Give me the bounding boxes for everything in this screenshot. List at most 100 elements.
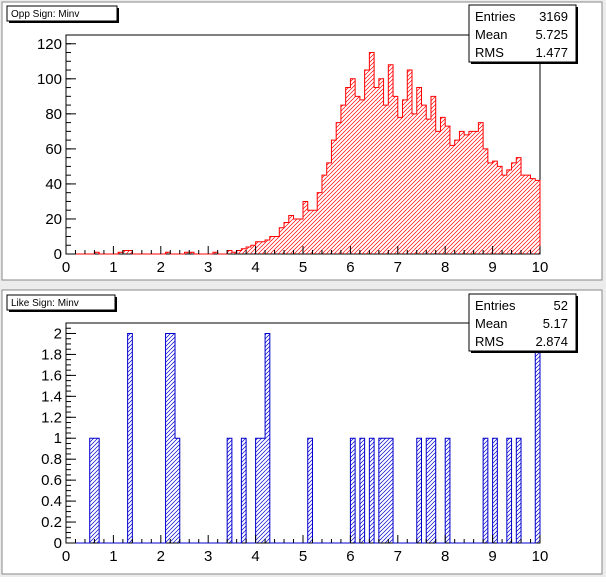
histogram-bar [231, 252, 237, 254]
histogram-bar [525, 175, 531, 254]
histogram-bar [359, 438, 365, 543]
histogram-bar [435, 131, 441, 254]
x-tick-label: 2 [157, 548, 165, 565]
y-tick-label: 80 [45, 106, 62, 123]
x-tick-label: 4 [251, 548, 259, 565]
histogram-bar [535, 180, 540, 254]
histogram-bar [170, 333, 176, 543]
histogram-bar [274, 236, 280, 254]
histogram-bar [227, 250, 232, 254]
histogram-bar [364, 70, 370, 254]
histogram-bar [454, 140, 460, 254]
histogram-bar [440, 117, 446, 255]
histogram-bar [265, 239, 270, 254]
y-tick-label: 0.4 [41, 493, 62, 510]
x-tick-label: 5 [299, 259, 307, 276]
x-tick-label: 10 [532, 548, 549, 565]
x-tick-label: 6 [346, 548, 354, 565]
histogram-bar [165, 252, 171, 254]
histogram-bar [127, 333, 133, 543]
histogram-bar [336, 122, 341, 254]
histogram-bar [511, 162, 517, 254]
histogram-bar [227, 438, 232, 543]
stats-mean-label: Mean [475, 27, 508, 42]
histogram-bar [127, 250, 133, 254]
histogram-bar [250, 245, 256, 254]
histogram-bar [473, 131, 479, 254]
y-tick-label: 100 [37, 71, 62, 88]
x-tick-label: 5 [299, 548, 307, 565]
y-tick-label: 40 [45, 176, 62, 193]
x-tick-label: 10 [532, 259, 549, 276]
histogram-bar [326, 162, 332, 254]
histogram-bar [89, 438, 95, 543]
x-tick-label: 0 [62, 259, 70, 276]
stats-rms-value: 1.477 [535, 45, 568, 60]
y-tick-label: 1.6 [41, 367, 62, 384]
histogram-bar [492, 438, 498, 543]
histogram-bar [298, 218, 303, 254]
histogram-bar [260, 438, 266, 543]
stats-rms-label: RMS [475, 45, 504, 60]
x-tick-label: 3 [204, 259, 212, 276]
histogram-bar [288, 215, 294, 254]
histogram-bar [506, 438, 512, 543]
stats-entries-value: 52 [554, 298, 568, 313]
histogram-bar [374, 87, 379, 254]
y-tick-label: 1.2 [41, 409, 62, 426]
chart-title: Opp Sign: Minv [11, 9, 79, 20]
histogram-bar [430, 96, 436, 254]
histogram-bar [502, 175, 507, 254]
histogram-bar [421, 105, 427, 254]
histogram-bar [516, 157, 522, 254]
histogram-bar [350, 438, 356, 543]
y-tick-label: 120 [37, 36, 62, 53]
histogram-bar [478, 122, 484, 254]
y-tick-label: 0 [54, 535, 62, 552]
histogram-bar [497, 166, 503, 254]
title-box: Opp Sign: Minv [6, 5, 119, 23]
histogram-bar [388, 64, 394, 254]
histogram-bar [345, 87, 351, 254]
histogram-bar [445, 438, 450, 543]
histogram-bar [359, 99, 365, 254]
stats-entries-value: 3169 [539, 9, 568, 24]
histogram-bar [530, 178, 536, 254]
x-tick-label: 9 [488, 259, 496, 276]
histogram-bar [312, 210, 318, 254]
histogram-bar [521, 175, 526, 254]
histogram-bar [255, 438, 261, 543]
y-tick-label: 1.4 [41, 388, 62, 405]
x-tick-label: 7 [394, 548, 402, 565]
stats-rms-label: RMS [475, 334, 504, 349]
histogram-bar [483, 148, 488, 254]
histogram-bar [265, 333, 270, 543]
histogram-bar [487, 162, 493, 254]
x-tick-label: 4 [251, 259, 259, 276]
plot-frame [65, 322, 541, 544]
histogram-bar [383, 438, 389, 543]
y-tick-label: 0.2 [41, 514, 62, 531]
histogram-bar [279, 227, 285, 254]
histogram-bar [468, 131, 474, 254]
histogram-bar [383, 105, 389, 254]
histogram-bar [378, 78, 384, 254]
histogram-bar [506, 169, 512, 254]
y-tick-label: 0.8 [41, 451, 62, 468]
y-tick-label: 1 [54, 430, 62, 447]
stats-mean-label: Mean [475, 316, 508, 331]
y-tick-label: 0.6 [41, 472, 62, 489]
histogram-bar [307, 210, 313, 254]
histogram-bar [369, 52, 375, 254]
stats-box: Entries 3169 Mean 5.725 RMS 1.477 [468, 4, 578, 64]
x-tick-label: 8 [441, 259, 449, 276]
stats-box: Entries 52 Mean 5.17 RMS 2.874 [468, 293, 578, 353]
histogram-bar [378, 438, 384, 543]
histogram-bar [212, 252, 218, 254]
histogram-bar [94, 438, 100, 543]
